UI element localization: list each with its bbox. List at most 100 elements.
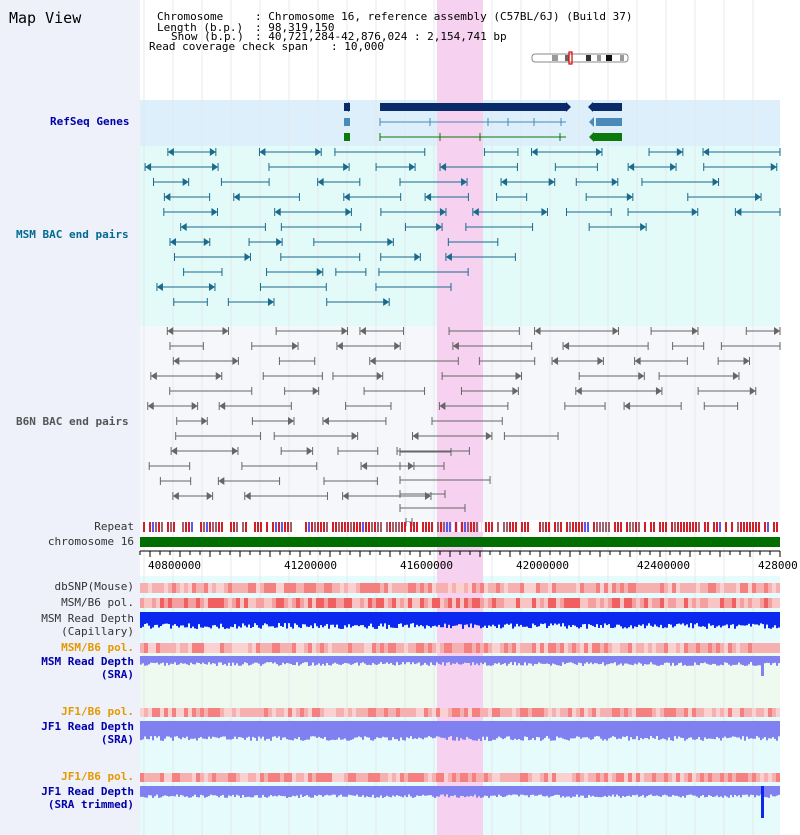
track-label-chromosome[interactable]: chromosome 16 <box>47 535 134 548</box>
track-label-msm-depth-capillary[interactable]: MSM Read Depth <box>41 612 134 625</box>
heat-cell <box>288 773 292 782</box>
depth-bar <box>568 612 570 626</box>
depth-bar <box>436 721 438 737</box>
heat-cell <box>548 708 552 717</box>
heat-cell <box>492 583 496 593</box>
depth-bar <box>422 612 424 627</box>
heat-cell <box>660 708 664 717</box>
track-label-dbsnp[interactable]: dbSNP(Mouse) <box>54 580 134 593</box>
depth-bar <box>456 612 458 626</box>
bac-end-arrow <box>414 253 421 261</box>
ideogram-band <box>620 55 624 61</box>
depth-bar <box>636 721 638 737</box>
depth-bar <box>678 786 680 797</box>
heat-cell <box>448 598 452 608</box>
depth-bar <box>642 786 644 795</box>
depth-bar <box>520 786 522 795</box>
heat-cell <box>232 643 236 653</box>
track-label-msm-bac[interactable]: MSM BAC end pairs <box>16 228 129 241</box>
track-label-jf1-b6-pol-1[interactable]: JF1/B6 pol. <box>61 705 134 718</box>
heat-cell <box>208 643 212 653</box>
depth-bar <box>576 612 578 628</box>
track-label-msm-b6-pol-2[interactable]: MSM/B6 pol. <box>61 641 134 654</box>
track-label-jf1-b6-pol-2[interactable]: JF1/B6 pol. <box>61 770 134 783</box>
heat-cell <box>740 708 744 717</box>
bac-end-arrow <box>222 327 229 335</box>
depth-bar <box>658 721 660 740</box>
heat-cell <box>284 598 288 608</box>
heat-cell <box>744 773 748 782</box>
heat-cell <box>304 598 308 608</box>
depth-bar <box>238 656 240 666</box>
depth-bar <box>708 612 710 624</box>
depth-bar <box>192 721 194 739</box>
depth-bar <box>640 612 642 626</box>
heat-cell <box>748 583 752 593</box>
repeat-segment <box>776 522 778 532</box>
heat-cell <box>400 598 404 608</box>
repeat-segment <box>278 522 280 532</box>
depth-bar <box>694 656 696 663</box>
heat-cell <box>524 773 528 782</box>
bac-end-arrow <box>170 238 177 246</box>
bac-end-arrow <box>534 327 541 335</box>
repeat-segment <box>683 522 685 532</box>
heat-cell <box>360 643 364 653</box>
depth-bar <box>602 786 604 797</box>
track-label-refseq[interactable]: RefSeq Genes <box>50 115 130 128</box>
track-label-jf1-depth-trimmed[interactable]: JF1 Read Depth <box>41 785 134 798</box>
repeat-segment <box>728 522 730 532</box>
depth-bar <box>640 786 642 797</box>
depth-bar <box>458 786 460 798</box>
heat-cell <box>640 708 644 717</box>
depth-bar <box>306 656 308 663</box>
heat-cell <box>144 708 148 717</box>
highlight-overlay <box>437 0 483 835</box>
repeat-segment <box>773 522 775 532</box>
depth-bar <box>314 721 316 737</box>
depth-bar <box>530 721 532 740</box>
depth-bar <box>426 721 428 738</box>
repeat-segment <box>713 522 715 532</box>
depth-bar <box>174 656 176 663</box>
track-label-jf1-depth-sra[interactable]: JF1 Read Depth <box>41 720 134 733</box>
track-label-msm-b6-pol-1[interactable]: MSM/B6 pol. <box>61 596 134 609</box>
depth-bar <box>400 786 402 797</box>
heat-cell <box>384 598 388 608</box>
depth-bar <box>584 721 586 738</box>
depth-bar <box>456 656 458 663</box>
depth-bar <box>520 721 522 741</box>
depth-bar <box>576 656 578 665</box>
repeat-segment <box>365 522 367 532</box>
heat-cell <box>240 643 244 653</box>
depth-bar <box>510 612 512 624</box>
heat-cell <box>500 583 504 593</box>
depth-bar <box>596 612 598 625</box>
heat-cell <box>744 643 748 653</box>
track-label-msm-depth-sra[interactable]: MSM Read Depth <box>41 655 134 668</box>
heat-cell <box>376 583 380 593</box>
depth-bar <box>442 612 444 628</box>
track-label-repeat[interactable]: Repeat <box>94 520 134 533</box>
heat-cell <box>332 598 336 608</box>
depth-bar <box>358 721 360 737</box>
depth-bar <box>184 612 186 628</box>
heat-cell <box>708 708 712 717</box>
heat-cell <box>664 643 668 653</box>
depth-bar <box>620 721 622 739</box>
heat-cell <box>340 598 344 608</box>
heat-cell <box>240 773 244 782</box>
heat-cell <box>192 643 196 653</box>
depth-bar <box>660 721 662 740</box>
heat-cell <box>764 708 768 717</box>
heat-cell <box>764 773 768 782</box>
depth-bar <box>506 612 508 624</box>
heat-cell <box>584 708 588 717</box>
track-label-b6n-bac[interactable]: B6N BAC end pairs <box>16 415 129 428</box>
depth-bar <box>270 721 272 741</box>
depth-bar <box>544 786 546 797</box>
heat-cell <box>752 708 756 717</box>
depth-bar <box>486 656 488 666</box>
